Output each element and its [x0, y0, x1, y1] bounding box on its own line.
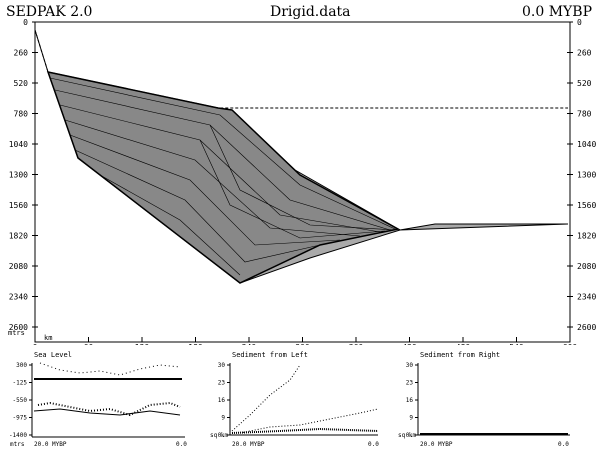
x-tick-label: 540: [509, 343, 524, 345]
sea-level-unit: mtrs: [10, 441, 25, 448]
x-tick-label: 0: [33, 343, 38, 345]
sed-left-unit: sq km: [210, 432, 228, 439]
y-tick-label-left: 1040: [9, 140, 28, 149]
x-tick-label: 180: [188, 343, 203, 345]
panel-y-tick-label: -125: [13, 380, 28, 387]
y-tick-label-left: 780: [14, 110, 29, 119]
y-tick-label-left: 2340: [9, 293, 28, 302]
panel-y-tick-label: 0.: [406, 432, 413, 439]
x-tick-label: 360: [349, 343, 364, 345]
sed-left-end: 0.0: [368, 441, 379, 448]
sea-level-panel: Sea Level 300 -125 -550 -975 -1400 mtrs 20.0…: [9, 351, 187, 448]
y-tick-label-right: 520: [577, 79, 592, 88]
sed-right-start: 20.0 MYBP: [420, 441, 453, 448]
y-tick-label-right: 1560: [577, 201, 596, 210]
bottom-panels: Sea Level 300 -125 -550 -975 -1400 mtrs 20.0…: [9, 351, 570, 448]
y-tick-label-right: 2340: [577, 293, 596, 302]
sed-right-title: Sediment from Right: [420, 351, 500, 359]
panel-y-tick-label: 30: [406, 362, 414, 369]
y-tick-label-right: 2600: [577, 323, 596, 332]
sea-level-end: 0.0: [176, 441, 187, 448]
panel-y-tick-label: 23: [406, 380, 414, 387]
y-tick-label-left: 520: [14, 79, 29, 88]
sea-level-start: 20.0 MYBP: [34, 441, 67, 448]
panel-y-tick-label: 16: [406, 397, 414, 404]
panel-y-tick-label: -1400: [9, 432, 27, 439]
panel-y-tick-label: 9: [221, 415, 225, 422]
y-tick-label-right: 260: [577, 49, 592, 58]
sed-right-end: 0.0: [558, 441, 569, 448]
y-tick-label-right: 2080: [577, 262, 596, 271]
x-tick-label: 300: [295, 343, 310, 345]
sediment-right-panel: Sediment from Right 30 23 16 9 0. sq km 20.0…: [398, 351, 570, 448]
time-readout: 0.0 MYBP: [522, 4, 592, 20]
x-tick-label: 480: [456, 343, 471, 345]
x-tick-label: 120: [135, 343, 150, 345]
y-tick-label-left: 260: [14, 49, 29, 58]
panel-y-tick-label: 16: [218, 397, 226, 404]
y-tick-label-left: 0: [23, 18, 28, 27]
y-tick-label-left: 2600: [9, 323, 28, 332]
panel-y-tick-label: 23: [218, 380, 226, 387]
y-tick-label-left: 2080: [9, 262, 28, 271]
y-tick-label-right: 780: [577, 110, 592, 119]
x-axis-unit: km: [44, 334, 52, 342]
file-name: Drigid.data: [270, 4, 351, 20]
y-tick-label-left: 1820: [9, 232, 28, 241]
y-tick-label-left: 1300: [9, 171, 28, 180]
x-tick-label: 240: [242, 343, 257, 345]
sediment-left-panel: Sediment from Left 30 23 16 9 0. sq km 20.0 …: [210, 351, 379, 448]
y-tick-label-left: 1560: [9, 201, 28, 210]
sea-level-title: Sea Level: [34, 351, 72, 359]
panel-y-tick-label: -975: [13, 415, 28, 422]
app-title: SEDPAK 2.0: [6, 4, 93, 20]
y-tick-label-right: 0: [577, 18, 582, 27]
panel-y-tick-label: 9: [409, 415, 413, 422]
sed-right-unit: sq km: [398, 432, 416, 439]
y-axis-unit: mtrs: [8, 329, 25, 337]
x-tick-label: 60: [84, 343, 94, 345]
sed-left-start: 20.0 MYBP: [232, 441, 265, 448]
sed-left-title: Sediment from Left: [232, 351, 308, 359]
panel-y-tick-label: 0.: [218, 432, 225, 439]
x-tick-label: 600: [563, 343, 578, 345]
panel-y-tick-label: 300: [16, 362, 27, 369]
panel-y-tick-label: -550: [13, 397, 28, 404]
y-tick-label-right: 1300: [577, 171, 596, 180]
panel-y-tick-label: 30: [218, 362, 226, 369]
sediment-body: [34, 29, 569, 284]
y-tick-label-right: 1040: [577, 140, 596, 149]
sea-level-line: [34, 29, 568, 109]
x-tick-label: 420: [402, 343, 417, 345]
y-tick-label-right: 1820: [577, 232, 596, 241]
